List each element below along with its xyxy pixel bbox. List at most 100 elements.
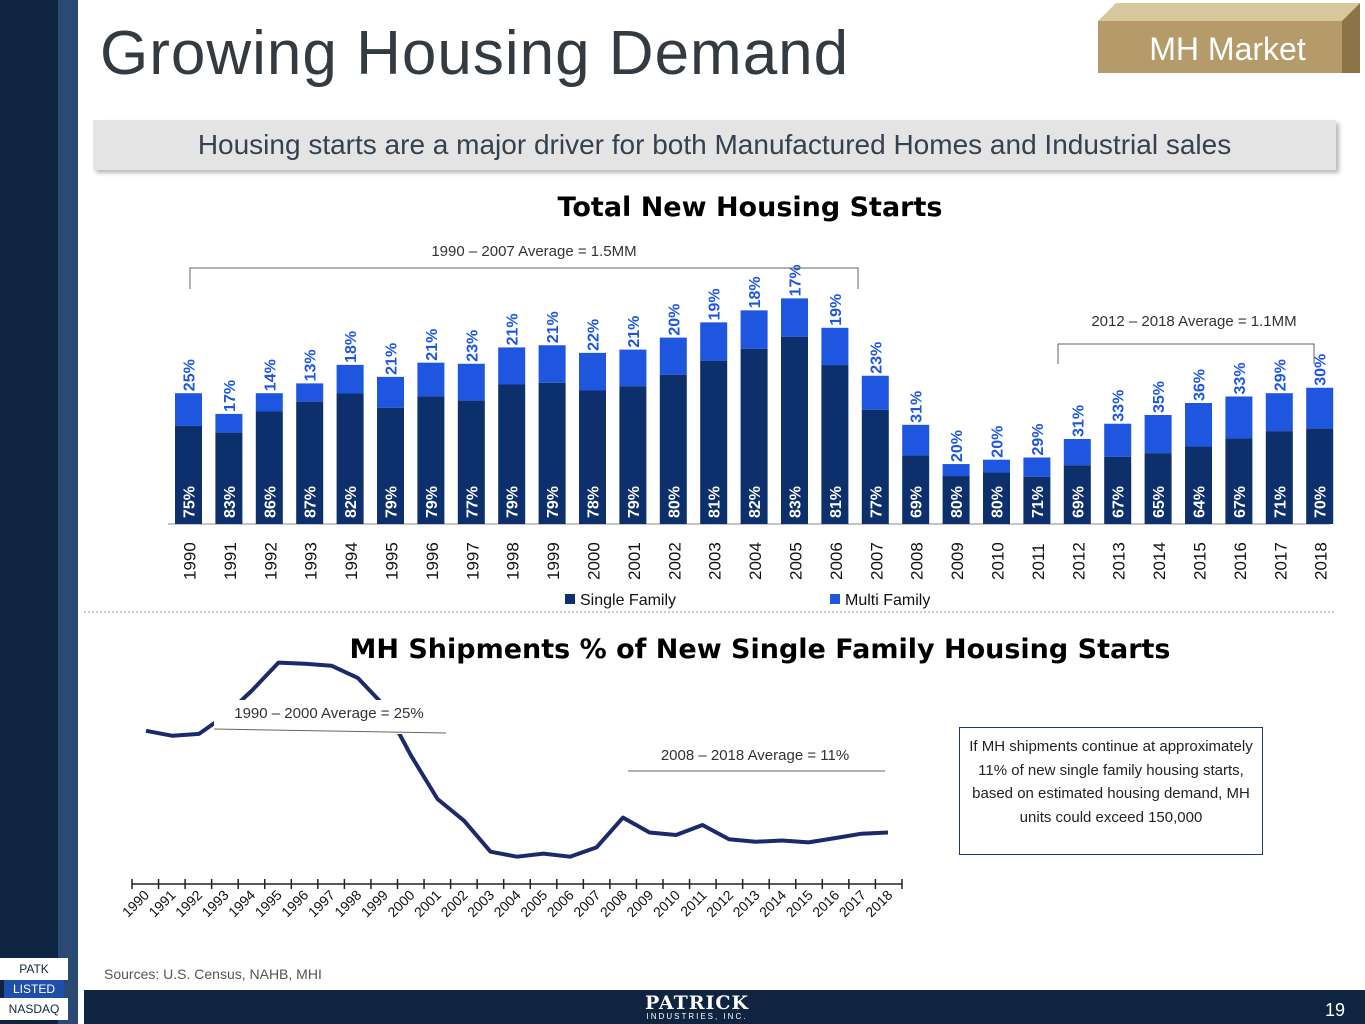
- line-year-tick-label: 2006: [544, 887, 577, 920]
- multi-family-pct-label: 19%: [828, 294, 845, 326]
- line-year-tick-label: 2011: [677, 887, 710, 920]
- line-year-tick-label: 1994: [225, 887, 258, 920]
- year-tick-label: 2002: [665, 542, 684, 580]
- single-family-pct-label: 77%: [868, 486, 885, 518]
- single-family-pct-label: 81%: [707, 486, 724, 518]
- multi-family-bar: [255, 393, 283, 412]
- legend-label-single-family: Single Family: [580, 592, 676, 609]
- single-family-pct-label: 79%: [424, 486, 441, 518]
- multi-family-pct-label: 36%: [1192, 369, 1209, 401]
- line-year-tick-label: 2004: [490, 887, 523, 920]
- year-tick-label: 1993: [302, 542, 321, 580]
- line-year-tick-label: 2003: [464, 887, 497, 920]
- line-year-tick-label: 2010: [650, 887, 683, 920]
- year-tick-label: 2008: [908, 542, 927, 580]
- single-family-bar: [579, 390, 606, 524]
- year-tick-label: 1995: [383, 542, 402, 580]
- source-note: Sources: U.S. Census, NAHB, MHI: [104, 966, 322, 982]
- subtitle-banner: Housing starts are a major driver for bo…: [93, 120, 1336, 170]
- single-family-pct-label: 71%: [1030, 486, 1047, 518]
- year-tick-label: 2016: [1231, 542, 1250, 580]
- line-year-tick-label: 2002: [437, 887, 470, 920]
- line-year-tick-label: 2001: [411, 887, 444, 920]
- multi-family-bar: [619, 349, 647, 387]
- multi-family-pct-label: 13%: [303, 349, 320, 381]
- legend-label-multi-family: Multi Family: [845, 592, 930, 609]
- multi-family-pct-label: 23%: [868, 342, 885, 374]
- single-family-bar: [1023, 476, 1051, 524]
- line-year-tick-label: 1997: [305, 887, 338, 920]
- multi-family-bar: [781, 298, 808, 337]
- bracket-1990-2007: [189, 267, 859, 289]
- multi-family-bar: [1185, 403, 1212, 447]
- multi-family-bar: [1306, 387, 1334, 429]
- single-family-bar: [296, 401, 324, 524]
- annotation-avg-1990-2007: 1990 – 2007 Average = 1.5MM: [431, 243, 636, 260]
- single-family-pct-label: 79%: [384, 486, 401, 518]
- line-year-tick-label: 2000: [384, 887, 417, 920]
- line-year-tick-label: 2014: [756, 887, 789, 920]
- mh-share-line: [145, 660, 889, 859]
- mh-shipments-line-chart: 1990 – 2000 Average = 25% 2008 – 2018 Ave…: [119, 660, 903, 920]
- single-family-pct-label: 79%: [545, 486, 562, 518]
- year-tick-label: 1992: [261, 542, 280, 580]
- line-year-tick-label: 1996: [278, 887, 311, 920]
- single-family-bar: [1185, 446, 1212, 524]
- multi-family-bar: [1225, 396, 1253, 439]
- single-family-pct-label: 69%: [1070, 486, 1087, 518]
- section-tab-label: MH Market: [1149, 31, 1306, 67]
- multi-family-bar: [700, 322, 728, 361]
- ticker-label: PATK: [0, 958, 68, 980]
- single-family-bar: [175, 425, 202, 524]
- single-family-bar: [377, 407, 404, 524]
- single-family-pct-label: 64%: [1192, 486, 1209, 518]
- logo-wordmark: PATRICK: [644, 992, 750, 1014]
- year-tick-label: 2014: [1150, 542, 1169, 580]
- legend-swatch-multi-family: [830, 594, 840, 604]
- multi-family-bar: [296, 383, 324, 402]
- footer-bar: [84, 990, 1365, 1024]
- year-tick-label: 2009: [948, 542, 967, 580]
- single-family-bar: [659, 374, 687, 524]
- line-year-tick-label: 1995: [252, 887, 285, 920]
- year-tick-label: 2013: [1110, 542, 1129, 580]
- multi-family-pct-label: 21%: [505, 313, 522, 345]
- line-year-tick-label: 2018: [862, 887, 895, 920]
- year-tick-label: 1994: [342, 542, 361, 580]
- multi-family-pct-label: 18%: [343, 331, 360, 363]
- single-family-bar: [902, 455, 930, 524]
- year-tick-label: 2012: [1069, 542, 1088, 580]
- single-family-pct-label: 67%: [1111, 486, 1128, 518]
- multi-family-pct-label: 21%: [384, 343, 401, 375]
- year-tick-label: 1991: [221, 542, 240, 580]
- bar-chart-title: Total New Housing Starts: [557, 192, 943, 223]
- multi-family-pct-label: 17%: [788, 264, 805, 296]
- avg-underline-1990-2000: [213, 728, 447, 734]
- multi-family-bar: [740, 310, 768, 349]
- line-year-tick-label: 1998: [331, 887, 364, 920]
- multi-family-pct-label: 30%: [1313, 354, 1330, 386]
- single-family-pct-label: 67%: [1232, 486, 1249, 518]
- annotation-bg-1990-2000: [214, 700, 444, 734]
- multi-family-pct-label: 33%: [1232, 362, 1249, 394]
- single-family-pct-label: 75%: [182, 486, 199, 518]
- multi-family-bar: [498, 347, 526, 385]
- year-tick-label: 2011: [1029, 543, 1048, 580]
- single-family-pct-label: 79%: [505, 486, 522, 518]
- year-tick-label: 2007: [867, 542, 886, 580]
- year-tick-label: 1996: [423, 542, 442, 580]
- multi-family-bar: [1063, 438, 1091, 466]
- multi-family-pct-label: 31%: [1070, 405, 1087, 437]
- line-year-tick-label: 2013: [729, 887, 762, 920]
- annotation-avg-2012-2018: 2012 – 2018 Average = 1.1MM: [1091, 313, 1296, 330]
- left-accent-stripe: [58, 0, 78, 1024]
- multi-family-pct-label: 18%: [747, 276, 764, 308]
- company-logo: PATRICK INDUSTRIES, INC.: [622, 994, 772, 1022]
- multi-family-pct-label: 20%: [666, 304, 683, 336]
- multi-family-bar: [1104, 423, 1132, 457]
- single-family-bar: [1225, 438, 1253, 524]
- single-family-bar: [457, 400, 485, 524]
- line-year-tick-label: 1999: [358, 887, 391, 920]
- multi-family-pct-label: 21%: [424, 329, 441, 361]
- multi-family-pct-label: 20%: [990, 426, 1007, 458]
